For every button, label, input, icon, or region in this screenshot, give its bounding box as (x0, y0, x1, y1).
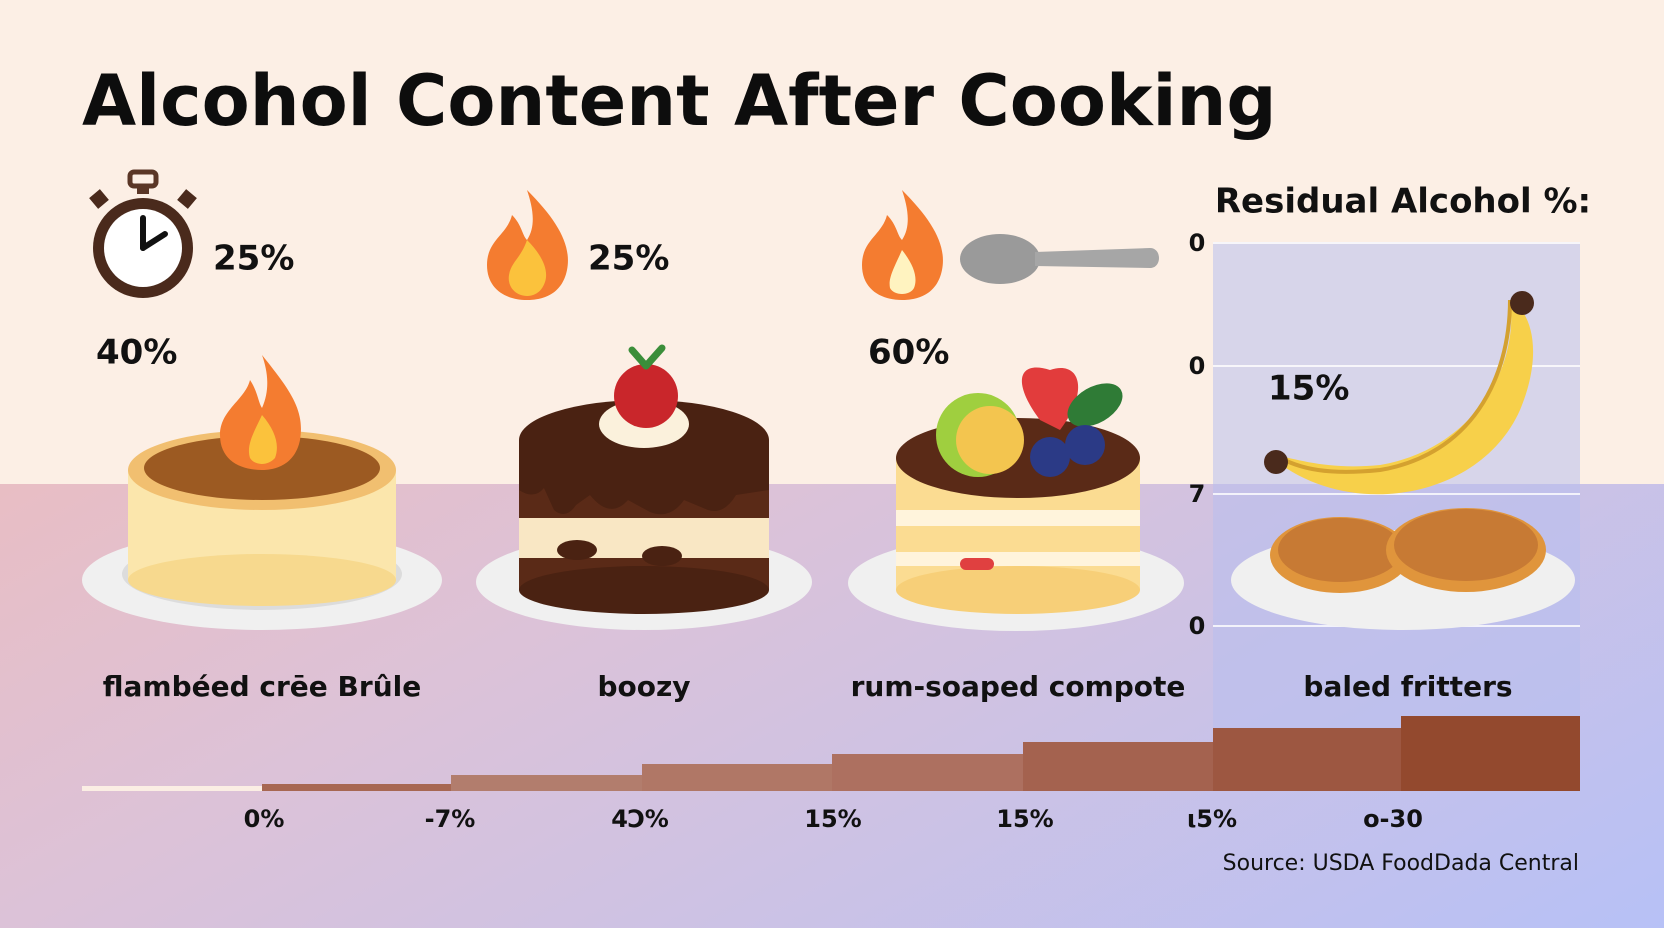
dessert-name: flambéed crēe Brûle (103, 670, 421, 703)
tick-label: 7 (1189, 480, 1206, 508)
panel-value-label: 15% (1268, 369, 1349, 409)
source: Source: USDA FoodDada Central (1223, 851, 1579, 876)
panel-title: Residual Alcohol %: (1215, 182, 1591, 222)
tick-label: 0 (1189, 229, 1206, 257)
step-label: 0% (244, 805, 285, 833)
spoon-icon (960, 234, 1159, 284)
chocolate-cake (476, 344, 812, 630)
dessert-name: rum-soaped compote (851, 670, 1186, 703)
step-label: o-30 (1363, 805, 1423, 833)
step-label: -7% (425, 805, 476, 833)
step-label: 15% (804, 805, 861, 833)
dessert-name: boozy (597, 670, 690, 703)
icon-label: 25% (213, 239, 294, 279)
banana-fritters (1231, 291, 1575, 630)
icon-label: 25% (588, 239, 669, 279)
flame-icon (862, 190, 943, 300)
title: Alcohol Content After Cooking (82, 60, 1276, 142)
fruit-cake (848, 367, 1184, 631)
step-label: 4Ͻ% (611, 805, 669, 833)
step-label: 15% (996, 805, 1053, 833)
creme-brulee (82, 355, 442, 630)
dessert-name: baled fritters (1303, 670, 1512, 703)
tick-label: 0 (1189, 352, 1206, 380)
callout: 40% (96, 333, 177, 373)
step-label: ι5% (1187, 805, 1237, 833)
flame-icon (487, 190, 568, 300)
tick-label: 0 (1189, 612, 1206, 640)
stopwatch-icon (89, 169, 197, 298)
callout: 60% (868, 333, 949, 373)
step-bars (82, 716, 1580, 791)
